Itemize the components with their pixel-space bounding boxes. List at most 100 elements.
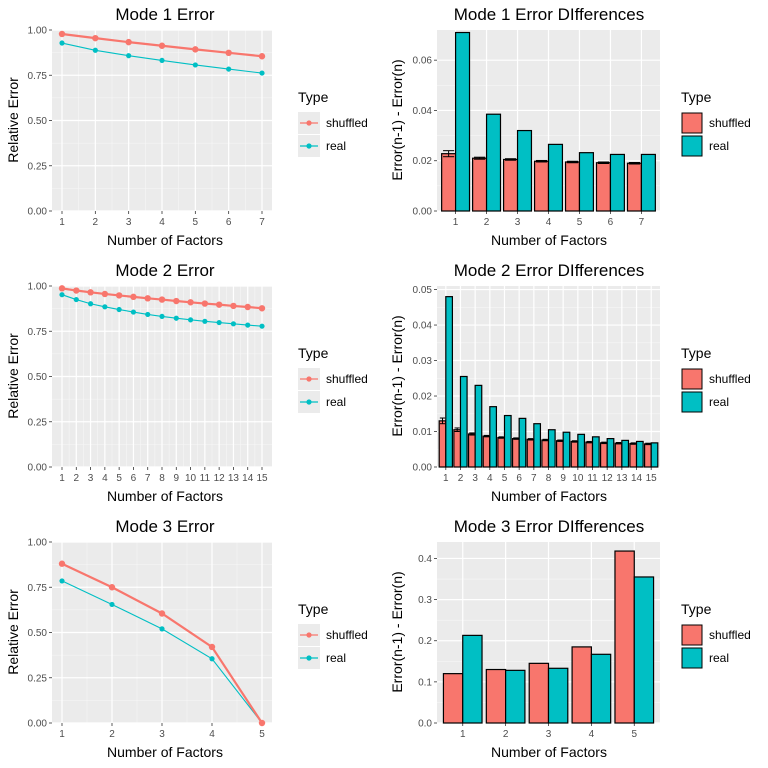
legend-key-point-shuffled xyxy=(306,376,312,382)
x-tick-label: 9 xyxy=(174,473,180,484)
mode1-error-point-shuffled xyxy=(192,46,199,53)
x-tick-label: 2 xyxy=(74,473,80,484)
mode1-diff-title: Mode 1 Error DIfferences xyxy=(454,5,645,24)
mode2-error-point-shuffled xyxy=(144,295,151,302)
x-tick-label: 9 xyxy=(560,473,566,484)
legend-label-shuffled: shuffled xyxy=(326,372,368,386)
y-tick-label: 0.50 xyxy=(28,628,48,639)
mode1-diff-bar-shuffled xyxy=(564,161,581,212)
mode2-diff-bar-shuffled xyxy=(629,442,638,468)
x-tick-label: 5 xyxy=(259,729,265,740)
mode2-diff-bar-shuffled xyxy=(599,442,608,468)
mode2-error-point-shuffled xyxy=(87,289,94,296)
legend-title: Type xyxy=(298,345,329,361)
mode1-error-y-axis-label: Relative Error xyxy=(5,77,21,163)
mode2-diff-x-axis-label: Number of Factors xyxy=(491,488,607,504)
legend-title: Type xyxy=(298,601,329,617)
legend-label-real: real xyxy=(709,395,729,409)
x-tick-label: 13 xyxy=(228,473,240,484)
x-tick-label: 4 xyxy=(589,729,595,740)
mode2-diff-bar-real xyxy=(591,436,600,468)
mode3-diff-bar-real xyxy=(590,653,612,724)
y-tick-label: 1.00 xyxy=(28,282,48,293)
legend-title: Type xyxy=(681,345,712,361)
legend-key-swatch-shuffled xyxy=(681,112,703,134)
mode1-diff-bar-real xyxy=(640,153,656,212)
mode3-diff-bar-shuffled xyxy=(528,662,550,724)
x-tick-label: 4 xyxy=(159,217,165,228)
mode1-error-point-real xyxy=(159,57,165,64)
mode3-diff-bar-real xyxy=(505,669,526,724)
y-tick-label: 0.04 xyxy=(413,106,433,117)
x-tick-label: 6 xyxy=(131,473,137,484)
mode2-error-point-shuffled xyxy=(244,303,251,311)
x-tick-label: 2 xyxy=(503,729,509,740)
mode2-error-point-shuffled xyxy=(258,305,266,312)
x-tick-label: 4 xyxy=(102,473,108,484)
x-tick-label: 3 xyxy=(546,729,552,740)
legend-key-swatch-shuffled xyxy=(681,368,703,390)
mode2-error-point-real xyxy=(187,317,194,323)
mode2-error-point-real xyxy=(145,311,151,318)
mode2-error-point-shuffled xyxy=(58,285,66,292)
mode2-error-legend: Type shuffled real xyxy=(298,345,368,413)
mode2-diff-panel: 0.000.010.020.030.040.051 2 3 4 5 6 7 8 9 10 11 12 1… xyxy=(389,261,660,504)
legend-label-real: real xyxy=(326,651,346,665)
mode2-error-y-axis-label: Relative Error xyxy=(5,333,21,419)
mode2-error-point-shuffled xyxy=(130,293,137,301)
mode2-diff-bar-shuffled xyxy=(482,435,491,468)
mode1-diff-bar-real xyxy=(578,152,595,212)
mode1-error-point-shuffled xyxy=(258,53,266,60)
legend-key-point-shuffled xyxy=(306,120,312,126)
x-tick-label: 1 xyxy=(460,729,466,740)
mode1-diff-bar-shuffled xyxy=(441,153,457,212)
mode3-error-point-shuffled xyxy=(258,719,266,727)
mode2-error-x-axis-label: Number of Factors xyxy=(107,488,223,504)
mode2-diff-bar-real xyxy=(606,438,615,468)
mode2-error-point-shuffled xyxy=(215,301,223,308)
mode3-diff-bar-shuffled xyxy=(485,668,507,724)
x-tick-label: 3 xyxy=(126,217,132,228)
mode1-error-panel: 0.00 0.25 0.50 0.75 1.00 1 2 3 4 5 6 7 Mode 1 Error N… xyxy=(5,5,272,248)
mode3-diff-legend: Type shuffled real xyxy=(681,601,751,669)
mode3-diff-bar-shuffled xyxy=(571,646,592,724)
mode1-error-point-real xyxy=(192,62,198,68)
x-tick-label: 11 xyxy=(200,473,211,484)
mode1-error-point-real xyxy=(92,47,98,53)
mode3-error-y-axis-label: Relative Error xyxy=(5,589,21,675)
mode2-diff-bar-shuffled xyxy=(570,440,579,468)
mode2-diff-y-axis-label: Error(n-1) - Error(n) xyxy=(389,315,405,436)
y-tick-label: 0.05 xyxy=(413,285,433,296)
x-tick-label: 4 xyxy=(546,217,552,228)
mode2-diff-bar-real xyxy=(445,296,454,468)
legend-label-shuffled: shuffled xyxy=(709,372,751,386)
mode1-error-point-shuffled xyxy=(58,30,66,38)
mode1-diff-bar-real xyxy=(547,143,564,212)
mode2-diff-bar-shuffled xyxy=(555,440,564,468)
mode2-diff-bar-real xyxy=(489,406,498,468)
y-tick-label: 0.0 xyxy=(418,719,432,730)
y-tick-label: 0.04 xyxy=(413,321,433,332)
x-tick-label: 7 xyxy=(145,473,151,484)
x-tick-label: 10 xyxy=(185,473,197,484)
x-tick-label: 15 xyxy=(646,473,658,484)
x-tick-label: 3 xyxy=(88,473,94,484)
x-tick-label: 5 xyxy=(502,473,508,484)
mode3-error-point-real xyxy=(59,578,65,584)
mode3-diff-y-axis-label: Error(n-1) - Error(n) xyxy=(389,571,405,692)
x-tick-label: 10 xyxy=(572,473,584,484)
x-tick-label: 2 xyxy=(93,217,99,228)
mode3-error-point-real xyxy=(209,656,215,662)
mode2-diff-bar-real xyxy=(621,439,630,468)
mode1-diff-bar-real xyxy=(485,113,502,212)
mode2-error-point-real xyxy=(230,321,237,327)
mode1-diff-y-axis-label: Error(n-1) - Error(n) xyxy=(389,59,405,180)
mode2-error-point-real xyxy=(59,292,65,298)
mode2-diff-bar-shuffled xyxy=(511,438,520,468)
legend-label-shuffled: shuffled xyxy=(709,116,751,130)
x-tick-label: 5 xyxy=(116,473,122,484)
mode2-error-point-real xyxy=(130,309,137,315)
y-tick-label: 0.75 xyxy=(28,71,48,82)
x-tick-label: 6 xyxy=(516,473,522,484)
mode2-error-point-shuffled xyxy=(115,292,123,299)
